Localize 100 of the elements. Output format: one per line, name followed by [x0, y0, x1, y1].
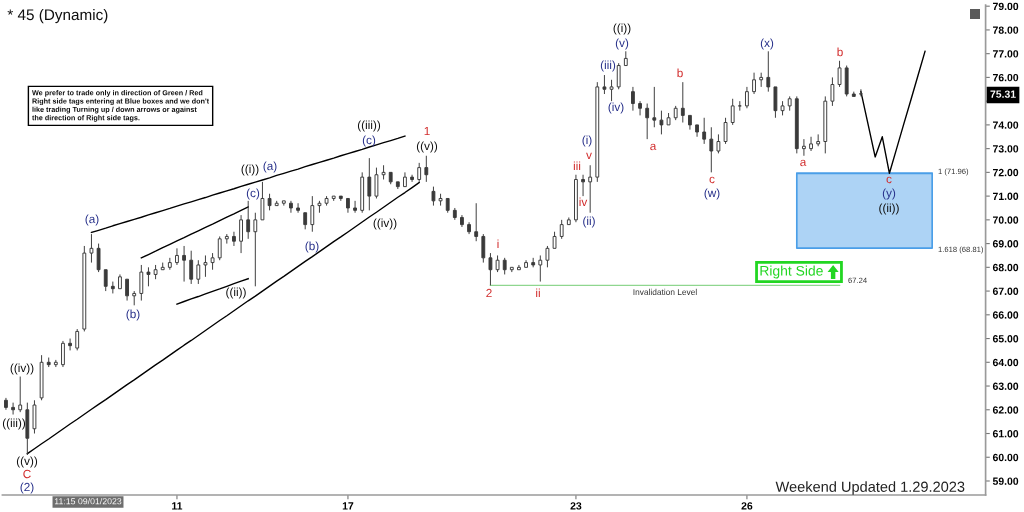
candlestick	[830, 76, 835, 107]
annotation: Weekend Updated 1.29.2023	[775, 481, 965, 495]
candlestick	[175, 247, 179, 266]
candlestick	[623, 50, 628, 67]
annotation: (a)	[263, 161, 277, 173]
candlestick	[552, 231, 557, 249]
candlestick	[844, 65, 849, 97]
candlestick	[25, 402, 30, 456]
line-series	[140, 206, 249, 259]
annotation: (i)	[582, 135, 592, 147]
line-series	[860, 50, 926, 175]
candlestick	[631, 86, 635, 112]
y-tick-label: 60.00	[992, 453, 1019, 462]
candlestick	[4, 397, 8, 411]
y-tick-label: 63.00	[992, 382, 1019, 390]
candlestick	[517, 264, 521, 271]
candlestick	[737, 100, 742, 112]
candlestick	[353, 200, 357, 214]
candlestick	[403, 171, 407, 188]
candlestick	[745, 86, 749, 109]
candlestick	[310, 195, 315, 233]
y-tick-label: 76.00	[992, 73, 1019, 82]
candlestick	[346, 197, 350, 214]
candlestick	[460, 214, 464, 228]
candlestick	[317, 200, 322, 214]
candlestick	[189, 250, 194, 285]
candlestick	[859, 88, 863, 97]
y-tick-label: 78.00	[992, 26, 1019, 34]
annotation: (iii)	[600, 60, 616, 72]
candlestick	[18, 376, 23, 413]
y-tick-label: 65.00	[992, 335, 1019, 343]
candlestick	[581, 174, 585, 197]
candlestick	[645, 103, 650, 140]
candlestick	[103, 269, 108, 292]
candlestick	[595, 81, 600, 183]
candlestick	[410, 174, 414, 183]
candlestick	[802, 138, 806, 157]
annotation: 2	[486, 288, 492, 298]
x-tick-label: 11	[172, 502, 183, 510]
line-series	[176, 278, 249, 305]
candlestick	[602, 74, 607, 95]
y-tick-label: 64.00	[992, 358, 1019, 367]
candlestick	[823, 95, 828, 154]
candlestick	[730, 98, 735, 126]
y-tick-label: 59.00	[992, 477, 1019, 485]
candlestick	[96, 243, 101, 273]
text: 75.31	[990, 90, 1016, 98]
annotation: ii	[536, 288, 540, 298]
x-tick-label: 17	[342, 502, 354, 510]
candlestick	[395, 181, 400, 190]
candlestick	[531, 257, 536, 268]
candlestick	[495, 254, 500, 273]
annotation: i	[497, 239, 499, 249]
candlestick	[203, 254, 208, 278]
candlestick	[146, 266, 151, 287]
candlestick	[851, 91, 856, 97]
x-tick-label: 23	[570, 502, 582, 510]
candlestick	[566, 216, 571, 226]
y-tick-label: 68.00	[992, 263, 1019, 272]
candlestick	[296, 202, 300, 214]
candlestick	[837, 60, 842, 88]
candlestick	[331, 195, 336, 202]
candlestick	[160, 262, 165, 271]
candlestick	[167, 257, 172, 271]
candlestick	[759, 72, 764, 88]
candlestick	[723, 117, 728, 145]
annotation: ((i))	[613, 23, 631, 35]
candlestick	[673, 105, 678, 121]
candlestick	[616, 62, 621, 90]
candlestick	[224, 233, 229, 245]
candlestick	[388, 171, 393, 185]
annotation: b	[837, 47, 843, 57]
candlestick	[360, 171, 365, 214]
candlestick	[545, 245, 550, 268]
annotation: (iv)	[608, 102, 624, 114]
annotation: ((iv))	[10, 363, 34, 375]
candlestick	[695, 124, 699, 138]
annotation: ((iii))	[357, 120, 381, 132]
candlestick	[787, 95, 792, 112]
candlestick	[61, 340, 65, 368]
candlestick	[488, 252, 493, 286]
annotation: ((iv))	[373, 218, 397, 230]
y-tick-label: 77.00	[992, 50, 1019, 58]
candlestick	[253, 212, 258, 287]
candlestick	[381, 164, 386, 180]
candlestick	[274, 200, 279, 207]
annotation: ((ii))	[879, 203, 899, 215]
candlestick	[716, 133, 721, 154]
annotation: ((iii))	[2, 418, 26, 430]
candlestick	[289, 200, 293, 214]
candlestick	[773, 86, 778, 119]
candlestick	[32, 399, 37, 434]
text: 11:15 09/01/2023	[54, 497, 122, 505]
candlestick	[182, 245, 186, 283]
annotation: (c)	[362, 135, 376, 147]
annotation: Right Side	[760, 265, 823, 279]
candlestick	[638, 100, 642, 116]
candlestick	[780, 100, 785, 116]
annotation: a	[800, 159, 807, 167]
candlestick	[502, 257, 507, 275]
